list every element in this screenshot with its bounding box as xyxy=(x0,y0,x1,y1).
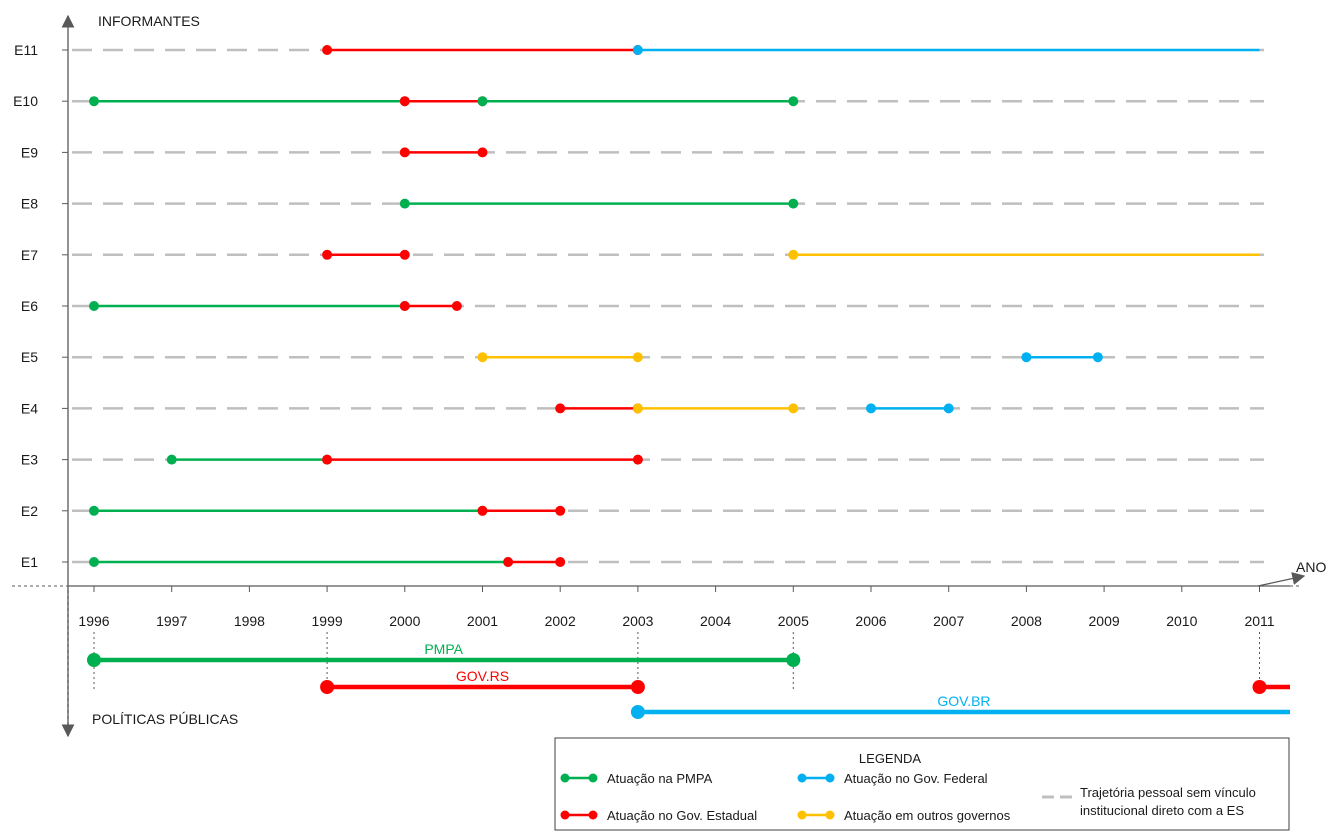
segment-start-dot xyxy=(89,301,99,311)
segment-start-dot xyxy=(399,198,410,209)
y-axis-label: INFORMANTES xyxy=(98,13,200,29)
band-end-dot xyxy=(630,680,645,694)
segment-end-dot xyxy=(632,454,643,465)
legend: LEGENDA Atuação na PMPA Atuação no Gov. F… xyxy=(554,737,1290,831)
informant-rows: E11 E10 E9 E8 E7 E6 E5 E4 E3 E2 E1 xyxy=(13,42,1260,570)
x-axis-label: ANO xyxy=(1296,559,1326,575)
segment-start-dot xyxy=(477,96,488,107)
year-tick-label: 2009 xyxy=(1089,613,1120,629)
band-end-dot xyxy=(786,653,801,667)
segment-end-dot xyxy=(943,403,954,414)
segment-start-dot xyxy=(1021,352,1032,363)
segment-start-dot xyxy=(322,454,333,465)
year-tick-label: 2002 xyxy=(545,613,576,629)
row-label: E5 xyxy=(21,349,38,365)
segment-start-dot xyxy=(477,352,488,363)
year-tick-label: 1997 xyxy=(156,613,187,629)
row-label: E9 xyxy=(21,144,38,160)
row-label: E4 xyxy=(21,400,38,416)
segment-start-dot xyxy=(399,147,410,158)
year-tick-label: 2005 xyxy=(778,613,809,629)
segment-end-dot xyxy=(477,147,488,158)
segment-end-dot xyxy=(451,301,462,311)
legend-items: Atuação na PMPA Atuação no Gov. Federal At… xyxy=(560,771,1011,823)
legend-swatch-dot xyxy=(825,810,835,820)
legend-item-text: Atuação no Gov. Federal xyxy=(844,771,988,786)
segment-start-dot xyxy=(866,403,876,414)
legend-title: LEGENDA xyxy=(859,751,921,766)
segment-start-dot xyxy=(503,557,514,567)
band-start-dot xyxy=(1252,680,1267,694)
band-label: PMPA xyxy=(424,641,463,657)
segment-start-dot xyxy=(632,45,643,55)
row-label: E7 xyxy=(21,247,38,263)
year-tick-label: 2008 xyxy=(1011,613,1042,629)
legend-swatch-dot xyxy=(588,773,598,783)
row-label: E2 xyxy=(21,503,38,519)
legend-swatch-dot xyxy=(560,773,570,783)
band-start-dot xyxy=(630,705,645,719)
segment-end-dot xyxy=(632,352,643,363)
axes: 1996 1997 1998 1999 2000 2001 2002 2003 2004 2005… xyxy=(12,14,1306,738)
public-policy-bands: PMPA GOV.RS GOV.BR xyxy=(87,641,1290,719)
year-tick-label: 1999 xyxy=(312,613,343,629)
policies-label: POLÍTICAS PÚBLICAS xyxy=(92,711,238,727)
segment-start-dot xyxy=(322,45,333,55)
row-label: E10 xyxy=(13,93,38,109)
band-label: GOV.RS xyxy=(456,668,509,684)
segment-start-dot xyxy=(89,96,99,107)
legend-swatch-dot xyxy=(797,773,807,783)
band-start-dot xyxy=(320,680,335,694)
year-tick-label: 2010 xyxy=(1166,613,1197,629)
year-tick-label: 2001 xyxy=(467,613,498,629)
row-label: E3 xyxy=(21,452,38,468)
segment-end-dot xyxy=(788,198,799,209)
legend-swatch-dot xyxy=(588,810,598,820)
legend-box xyxy=(554,737,1290,831)
year-tick-label: 2011 xyxy=(1244,613,1274,629)
year-tick-label: 2003 xyxy=(622,613,653,629)
year-tick-label: 1996 xyxy=(78,613,109,629)
segment-start-dot xyxy=(477,505,488,516)
year-tick-label: 2004 xyxy=(700,613,731,629)
segment-start-dot xyxy=(555,403,566,414)
segment-end-dot xyxy=(788,403,799,414)
row-label: E11 xyxy=(14,42,38,58)
segment-start-dot xyxy=(788,249,799,260)
segment-start-dot xyxy=(399,96,410,107)
row-label: E6 xyxy=(21,298,38,314)
segment-start-dot xyxy=(632,403,643,414)
segment-end-dot xyxy=(555,505,566,516)
legend-item-text: Atuação na PMPA xyxy=(607,771,713,786)
segment-start-dot xyxy=(166,454,177,465)
legend-dash-text-2: institucional direto com a ES xyxy=(1080,803,1244,818)
segment-start-dot xyxy=(322,249,333,260)
legend-item-text: Atuação no Gov. Estadual xyxy=(607,808,757,823)
row-label: E1 xyxy=(21,554,38,570)
legend-item-text: Atuação em outros governos xyxy=(844,808,1011,823)
legend-swatch-dot xyxy=(797,810,807,820)
segment-end-dot xyxy=(1092,352,1103,363)
legend-swatch-dot xyxy=(560,810,570,820)
segment-start-dot xyxy=(399,301,410,311)
band-start-dot xyxy=(87,653,101,667)
x-axis-arrow xyxy=(1257,572,1306,587)
legend-dash-text-1: Trajetória pessoal sem vínculo xyxy=(1080,785,1256,800)
segment-start-dot xyxy=(89,557,99,567)
year-tick-label: 2007 xyxy=(933,613,964,629)
year-tick-label: 2006 xyxy=(855,613,886,629)
band-label: GOV.BR xyxy=(937,693,990,709)
segment-end-dot xyxy=(555,557,566,567)
row-label: E8 xyxy=(21,196,38,212)
year-tick-label: 2000 xyxy=(389,613,420,629)
year-tick-label: 1998 xyxy=(234,613,265,629)
segment-end-dot xyxy=(399,249,410,260)
segment-start-dot xyxy=(89,505,99,516)
segment-end-dot xyxy=(788,96,799,107)
legend-swatch-dot xyxy=(825,773,835,783)
